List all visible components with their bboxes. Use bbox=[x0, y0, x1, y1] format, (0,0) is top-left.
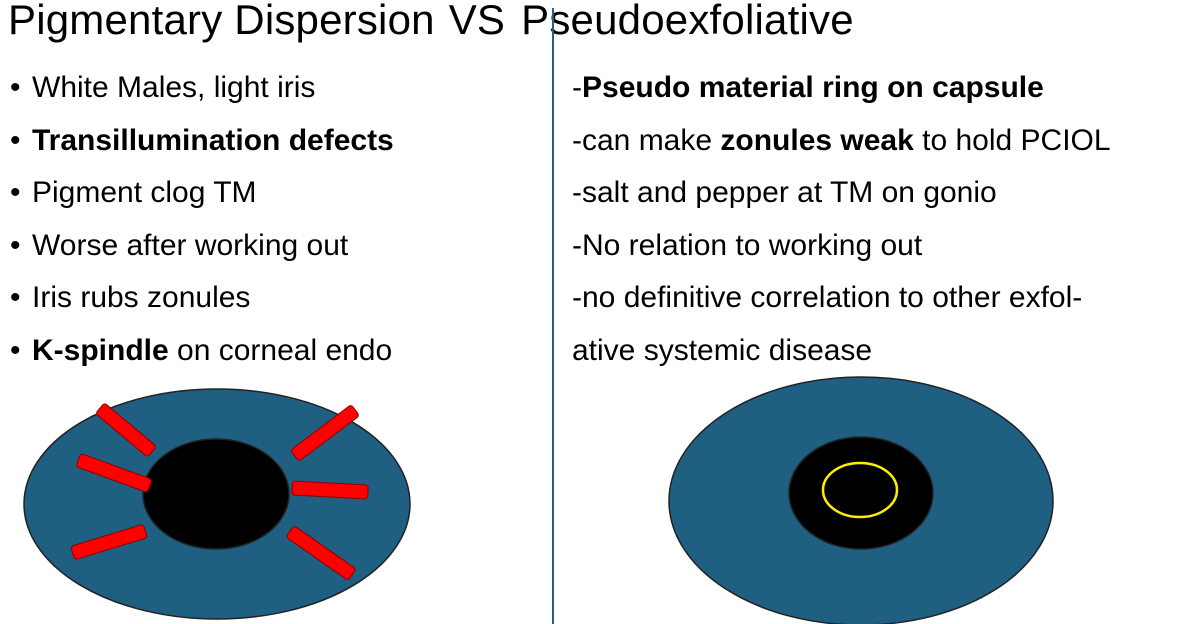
vertical-divider bbox=[552, 8, 554, 624]
pigmentary-item: Transillumination defects bbox=[10, 115, 394, 168]
defect-mark bbox=[70, 524, 148, 560]
pigmentary-item: K-spindle on corneal endo bbox=[10, 325, 394, 378]
pseudoexfoliative-list: -Pseudo material ring on capsule -can ma… bbox=[572, 62, 1111, 378]
pigmentary-item: White Males, light iris bbox=[10, 62, 394, 115]
pigmentary-item: Worse after working out bbox=[10, 220, 394, 273]
pseudoexfoliative-eye-diagram bbox=[668, 376, 1054, 624]
pseudoexfoliative-item: -Pseudo material ring on capsule bbox=[572, 71, 1044, 104]
pseudoexfoliative-item: -No relation to working out bbox=[572, 228, 923, 262]
pupil-shape bbox=[142, 438, 290, 550]
defect-mark bbox=[291, 480, 369, 500]
pupil-shape bbox=[788, 436, 934, 550]
defect-mark bbox=[286, 526, 356, 580]
pigmentary-item: Iris rubs zonules bbox=[10, 272, 394, 325]
pigmentary-eye-diagram bbox=[23, 388, 411, 620]
pseudoexfoliative-item: ative systemic disease bbox=[572, 333, 873, 367]
pseudoexfoliative-item: -salt and pepper at TM on gonio bbox=[572, 176, 997, 210]
pigmentary-list: White Males, light iris Transilluminatio… bbox=[10, 62, 394, 378]
pseudoexfoliative-item: -can make zonules weak to hold PCIOL bbox=[572, 123, 1111, 157]
defect-mark bbox=[291, 405, 359, 461]
title-left: Pigmentary Dispersion bbox=[8, 0, 435, 43]
transillumination-defects bbox=[70, 403, 369, 580]
defect-mark bbox=[96, 403, 156, 457]
slide-title: Pigmentary Dispersion VS Pseudoexfoliative bbox=[8, 0, 854, 44]
defect-mark bbox=[76, 453, 152, 493]
pseudo-material-ring bbox=[821, 461, 899, 519]
title-right: Pseudoexfoliative bbox=[521, 0, 854, 43]
pseudoexfoliative-item: -no definitive correlation to other exfo… bbox=[572, 281, 1083, 315]
pigmentary-item: Pigment clog TM bbox=[10, 167, 394, 220]
title-vs: VS bbox=[448, 0, 506, 43]
